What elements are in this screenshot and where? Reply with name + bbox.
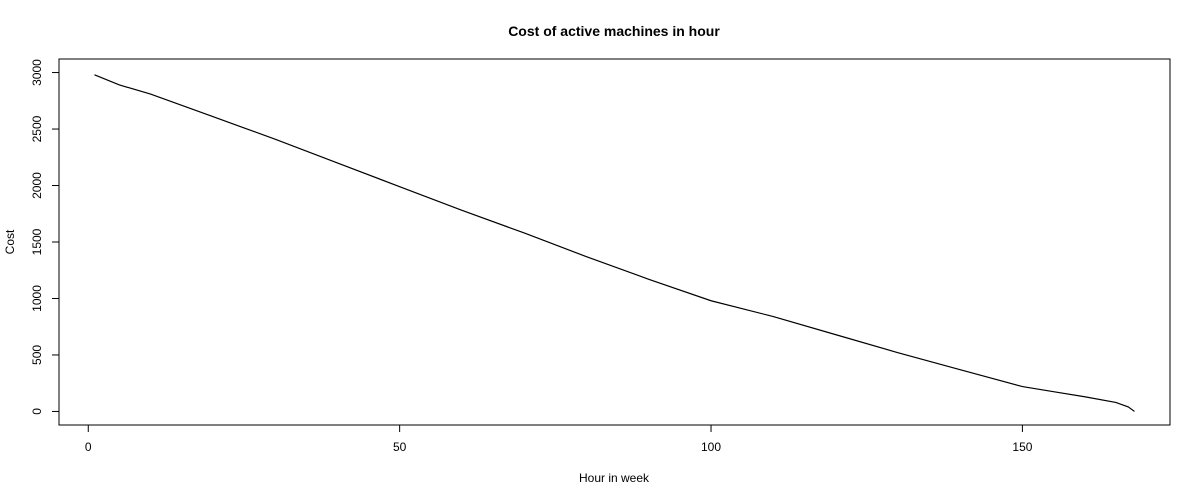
x-tick-label: 150 [1012, 440, 1032, 454]
x-tick-label: 0 [85, 440, 92, 454]
y-tick-label: 3000 [30, 59, 44, 86]
x-tick-label: 100 [701, 440, 721, 454]
y-tick-label: 2000 [30, 172, 44, 199]
y-tick-label: 500 [30, 345, 44, 365]
x-tick-label: 50 [393, 440, 407, 454]
y-axis-label: Cost [3, 229, 17, 254]
y-tick-label: 1000 [30, 285, 44, 312]
x-axis: 0 50 100 150 [85, 425, 1033, 454]
y-tick-label: 0 [30, 408, 44, 415]
chart-title: Cost of active machines in hour [508, 23, 720, 39]
y-tick-label: 1500 [30, 228, 44, 255]
y-tick-label: 2500 [30, 115, 44, 142]
series-line [94, 74, 1135, 412]
y-axis: 0 500 1000 1500 2000 2500 3000 [30, 59, 59, 415]
x-axis-label: Hour in week [579, 471, 650, 485]
plot-frame [58, 58, 1171, 426]
